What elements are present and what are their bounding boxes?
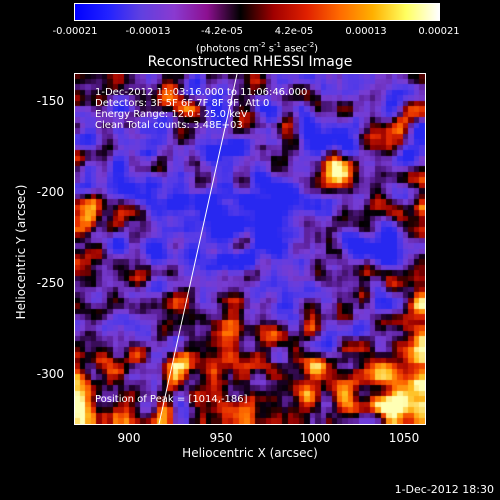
peak-position-label: Position of Peak = [1014,-186] xyxy=(95,394,248,405)
y-tick-label: -200 xyxy=(36,185,64,199)
footer-date: 1-Dec-2012 18:30 xyxy=(394,483,494,496)
y-tick-label: -150 xyxy=(36,94,64,108)
colorbar-tick: -0.00013 xyxy=(125,26,171,37)
time-range-label: 1-Dec-2012 11:03:16.000 to 11:06:46.000 xyxy=(95,87,308,98)
colorbar-tick: -4.2e-05 xyxy=(201,26,243,37)
x-tick-label: 900 xyxy=(117,431,141,445)
x-tick-label: 1000 xyxy=(299,431,331,445)
x-tick-label: 950 xyxy=(209,431,233,445)
x-axis-label: Heliocentric X (arcsec) xyxy=(182,446,318,460)
colorbar xyxy=(74,3,440,21)
solar-limb-line xyxy=(158,74,238,424)
colorbar-tick: 4.2e-05 xyxy=(274,26,314,37)
y-axis-label: Heliocentric Y (arcsec) xyxy=(14,184,28,320)
x-tick-label: 1050 xyxy=(388,431,420,445)
colorbar-tick: -0.00021 xyxy=(52,26,98,37)
limb-overlay xyxy=(158,74,238,424)
colorbar-units: (photons cm-2 s-1 asec-2) xyxy=(195,41,319,55)
energy-range-label: Energy Range: 12.0 - 25.0 keV xyxy=(95,109,248,120)
image-plot-area: 1-Dec-2012 11:03:16.000 to 11:06:46.000 … xyxy=(74,73,426,425)
colorbar-tick: 0.00013 xyxy=(345,26,387,37)
rhessi-heatmap-image xyxy=(75,74,425,424)
image-title: Reconstructed RHESSI Image xyxy=(147,54,353,70)
detectors-label: Detectors: 3F 5F 6F 7F 8F 9F, Att 0 xyxy=(95,98,270,109)
colorbar-tick: 0.00021 xyxy=(418,26,460,37)
y-tick-label: -250 xyxy=(36,276,64,290)
y-tick-label: -300 xyxy=(36,367,64,381)
clean-counts-label: Clean Total counts: 3.48E+03 xyxy=(95,120,243,131)
